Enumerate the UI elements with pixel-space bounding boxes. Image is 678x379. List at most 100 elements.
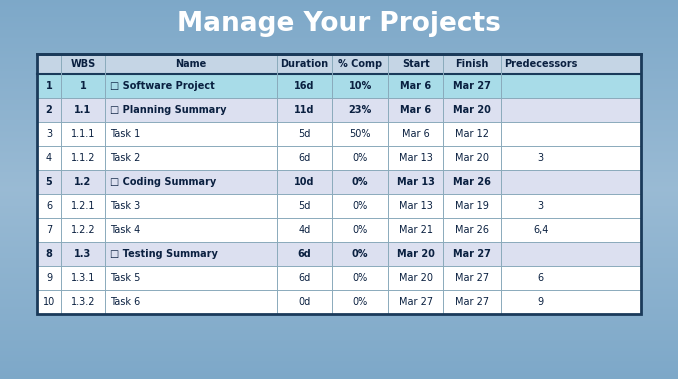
Bar: [0, 45, 678, 46]
Bar: [0, 209, 678, 210]
Bar: [0, 326, 678, 327]
Bar: [0, 186, 678, 187]
Bar: [0, 7, 678, 8]
Bar: [0, 151, 678, 152]
Bar: [0, 81, 678, 82]
Bar: [0, 288, 678, 289]
Bar: [0, 129, 678, 130]
Bar: [0, 376, 678, 377]
Text: 0%: 0%: [353, 153, 367, 163]
Bar: [0, 2, 678, 3]
Bar: [0, 296, 678, 297]
Bar: [0, 157, 678, 158]
Bar: [0, 255, 678, 256]
Bar: [0, 261, 678, 262]
Text: Mar 27: Mar 27: [454, 81, 491, 91]
Text: 0d: 0d: [298, 297, 311, 307]
Bar: [0, 324, 678, 325]
Bar: [0, 281, 678, 282]
Bar: [0, 148, 678, 149]
Bar: [0, 216, 678, 217]
Bar: [0, 200, 678, 201]
Bar: [37, 218, 641, 242]
Bar: [0, 108, 678, 109]
Bar: [0, 323, 678, 324]
Bar: [0, 249, 678, 250]
Bar: [0, 289, 678, 290]
Bar: [0, 152, 678, 153]
Bar: [0, 8, 678, 9]
Text: 3: 3: [538, 201, 544, 211]
Bar: [0, 0, 678, 1]
Bar: [0, 243, 678, 244]
Bar: [0, 42, 678, 43]
Bar: [0, 158, 678, 159]
Bar: [0, 285, 678, 286]
Bar: [0, 315, 678, 316]
Bar: [0, 43, 678, 44]
Text: 10d: 10d: [294, 177, 315, 187]
Bar: [0, 146, 678, 147]
Bar: [0, 203, 678, 204]
Bar: [0, 147, 678, 148]
Text: 1.2: 1.2: [75, 177, 92, 187]
Bar: [0, 278, 678, 279]
Bar: [0, 277, 678, 278]
Bar: [0, 181, 678, 182]
Bar: [0, 327, 678, 328]
Bar: [0, 168, 678, 169]
Bar: [0, 365, 678, 366]
Bar: [0, 300, 678, 301]
Bar: [0, 94, 678, 95]
Text: Mar 20: Mar 20: [455, 153, 490, 163]
Bar: [0, 183, 678, 184]
Text: Start: Start: [402, 59, 430, 69]
Text: Mar 19: Mar 19: [455, 201, 489, 211]
Bar: [0, 165, 678, 166]
Bar: [0, 140, 678, 141]
Bar: [0, 332, 678, 333]
Bar: [0, 167, 678, 168]
Bar: [0, 258, 678, 259]
Bar: [37, 98, 641, 122]
Bar: [0, 206, 678, 207]
Bar: [0, 348, 678, 349]
Bar: [0, 97, 678, 98]
Bar: [0, 352, 678, 353]
Bar: [0, 141, 678, 142]
Text: 0%: 0%: [353, 273, 367, 283]
Bar: [0, 241, 678, 242]
Bar: [0, 175, 678, 176]
Bar: [0, 117, 678, 118]
Text: 0%: 0%: [353, 225, 367, 235]
Bar: [0, 38, 678, 39]
Bar: [0, 218, 678, 219]
Bar: [0, 85, 678, 86]
Bar: [0, 291, 678, 292]
Bar: [0, 54, 678, 55]
Bar: [0, 71, 678, 72]
Bar: [0, 306, 678, 307]
Bar: [0, 190, 678, 191]
Bar: [0, 104, 678, 105]
Bar: [0, 19, 678, 20]
Bar: [0, 360, 678, 361]
Text: Mar 12: Mar 12: [455, 129, 490, 139]
Text: Task 1: Task 1: [110, 129, 140, 139]
Bar: [0, 286, 678, 287]
Bar: [0, 339, 678, 340]
Bar: [0, 371, 678, 372]
Text: Mar 27: Mar 27: [454, 249, 491, 259]
Bar: [0, 252, 678, 253]
Bar: [0, 160, 678, 161]
Text: Mar 26: Mar 26: [455, 225, 490, 235]
Bar: [0, 128, 678, 129]
Bar: [0, 222, 678, 223]
Bar: [0, 275, 678, 276]
Bar: [0, 364, 678, 365]
Text: 9: 9: [46, 273, 52, 283]
Bar: [0, 199, 678, 200]
Text: 16d: 16d: [294, 81, 315, 91]
Bar: [0, 280, 678, 281]
Bar: [0, 26, 678, 27]
